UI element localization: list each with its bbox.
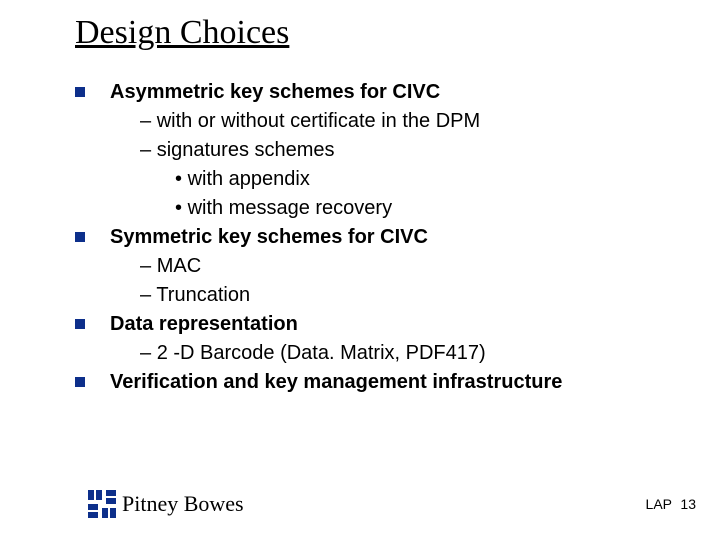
brand-text: Pitney Bowes: [122, 491, 244, 517]
square-bullet-icon: [75, 377, 85, 387]
page-number: 13: [680, 496, 696, 512]
bullet-heading: Asymmetric key schemes for CIVC: [110, 81, 440, 103]
sub-sub-item-text: with appendix: [188, 168, 310, 190]
square-bullet-icon: [75, 232, 85, 242]
bullet-item: Symmetric key schemes for CIVC: [75, 223, 675, 252]
sub-item: – 2 -D Barcode (Data. Matrix, PDF417): [75, 339, 675, 368]
bullet-item: Data representation: [75, 310, 675, 339]
sub-item: – Truncation: [75, 281, 675, 310]
sub-sub-item-text: with message recovery: [188, 197, 393, 219]
bullet-heading: Verification and key management infrastr…: [110, 371, 562, 393]
sub-item-text: Truncation: [156, 284, 250, 306]
sub-item: – signatures schemes: [75, 136, 675, 165]
sub-item: – MAC: [75, 252, 675, 281]
slide-title: Design Choices: [75, 14, 289, 52]
bullet-heading: Data representation: [110, 313, 298, 335]
slide-body: Asymmetric key schemes for CIVC – with o…: [75, 78, 675, 397]
sub-item: – with or without certificate in the DPM: [75, 107, 675, 136]
sub-item-text: MAC: [157, 255, 201, 277]
sub-item-text: with or without certificate in the DPM: [157, 110, 480, 132]
bullet-item: Verification and key management infrastr…: [75, 368, 675, 397]
sub-item-text: 2 -D Barcode (Data. Matrix, PDF417): [157, 342, 486, 364]
sub-sub-item: • with message recovery: [75, 194, 675, 223]
pitney-bowes-logo-icon: [88, 490, 116, 518]
square-bullet-icon: [75, 87, 85, 97]
bullet-item: Asymmetric key schemes for CIVC: [75, 78, 675, 107]
sub-sub-item: • with appendix: [75, 165, 675, 194]
footer-brand-block: Pitney Bowes: [88, 490, 244, 518]
slide: Design Choices Asymmetric key schemes fo…: [0, 0, 720, 540]
page-label: LAP: [646, 496, 672, 512]
sub-item-text: signatures schemes: [157, 139, 335, 161]
bullet-heading: Symmetric key schemes for CIVC: [110, 226, 428, 248]
square-bullet-icon: [75, 319, 85, 329]
